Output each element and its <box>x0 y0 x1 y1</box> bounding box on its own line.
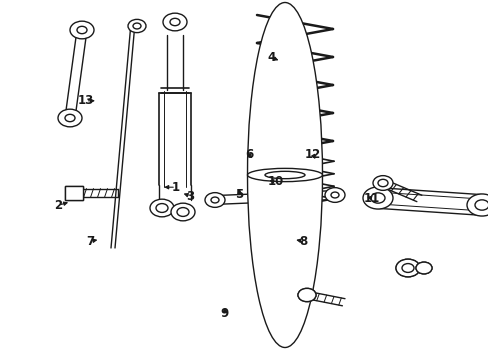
Circle shape <box>171 203 195 221</box>
Circle shape <box>204 193 224 207</box>
Circle shape <box>210 197 219 203</box>
Text: 9: 9 <box>221 307 228 320</box>
Circle shape <box>58 109 82 127</box>
Circle shape <box>415 262 431 274</box>
Text: 10: 10 <box>267 175 284 188</box>
Circle shape <box>372 176 392 190</box>
Circle shape <box>133 23 141 29</box>
Circle shape <box>466 194 488 216</box>
Text: 3: 3 <box>186 190 194 203</box>
Circle shape <box>297 288 315 302</box>
Circle shape <box>325 188 345 202</box>
Circle shape <box>128 19 146 33</box>
Text: 7: 7 <box>86 235 94 248</box>
Text: 8: 8 <box>299 235 306 248</box>
Circle shape <box>65 114 75 122</box>
Circle shape <box>70 21 94 39</box>
Circle shape <box>401 264 413 273</box>
Circle shape <box>377 179 387 187</box>
Circle shape <box>415 262 431 274</box>
Ellipse shape <box>247 3 322 347</box>
Circle shape <box>297 288 315 302</box>
Ellipse shape <box>264 171 305 179</box>
Circle shape <box>163 13 186 31</box>
Bar <box>65 186 83 200</box>
Ellipse shape <box>247 168 322 182</box>
Circle shape <box>150 199 174 217</box>
Circle shape <box>362 187 392 209</box>
Circle shape <box>177 208 189 216</box>
Text: 5: 5 <box>235 188 243 201</box>
Circle shape <box>77 26 87 34</box>
Circle shape <box>156 204 168 212</box>
Text: 6: 6 <box>245 148 253 161</box>
Text: 4: 4 <box>267 51 275 64</box>
Circle shape <box>370 193 384 203</box>
Text: 11: 11 <box>363 192 379 204</box>
Text: 12: 12 <box>304 148 321 161</box>
Circle shape <box>170 18 180 26</box>
Circle shape <box>395 259 419 277</box>
Text: 2: 2 <box>55 199 62 212</box>
Bar <box>65 186 83 200</box>
Text: 13: 13 <box>77 94 94 107</box>
Text: 1: 1 <box>172 181 180 194</box>
Circle shape <box>474 200 488 210</box>
Circle shape <box>395 259 419 277</box>
Circle shape <box>330 192 338 198</box>
